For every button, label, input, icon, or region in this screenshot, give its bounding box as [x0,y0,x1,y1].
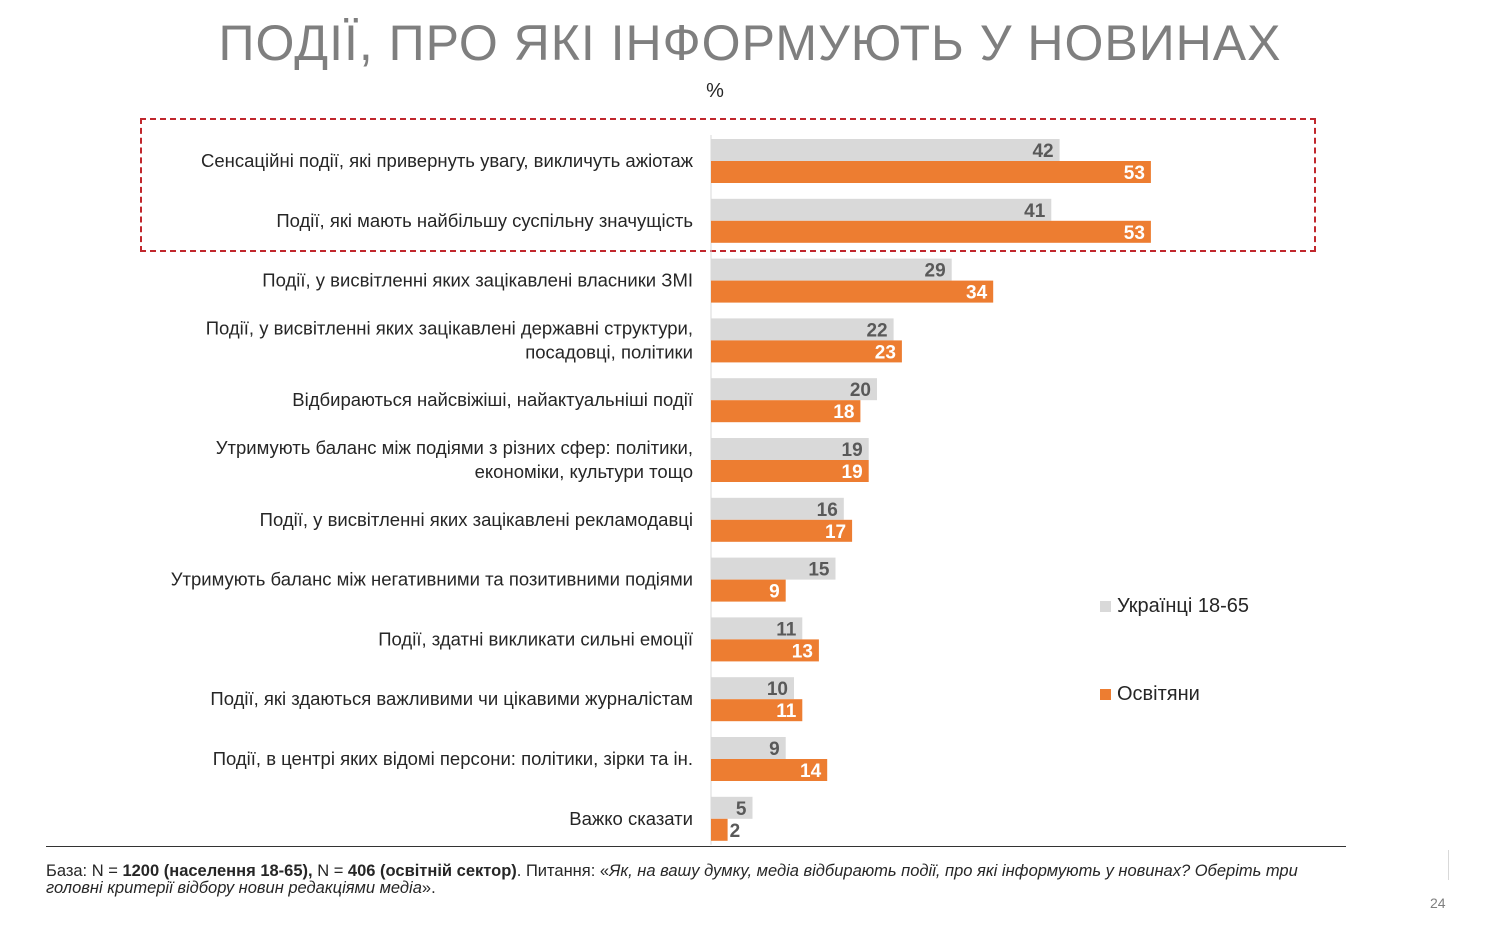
bar-series2 [711,759,828,781]
bar-series1 [711,258,952,281]
bar-series2 [711,340,902,363]
bar-series2 [711,400,861,423]
footnote-question-suffix: ». [421,879,436,897]
legend-swatch-series1 [1100,600,1111,612]
category-label-line: Відбираються найсвіжіші, найактуальніші … [292,389,693,410]
category-label-line: Події, у висвітленні яких зацікавлені де… [206,317,693,338]
category-label: Події, у висвітленні яких зацікавлені вл… [262,270,693,291]
category-label-line: Утримують баланс між негативними та пози… [171,569,693,590]
category-label: Події, у висвітленні яких зацікавлені ре… [260,509,693,530]
bar-series2 [711,460,869,482]
bar-series1 [711,497,844,520]
bar-series2 [711,280,994,303]
bar-series1 [711,438,869,460]
bar-series2 [711,818,728,841]
data-label: 42 [1032,141,1053,162]
bar-series1 [711,737,786,759]
category-label: Сенсаційні події, які привернуть увагу, … [201,150,694,171]
data-label: 16 [817,500,838,521]
category-label-line: Утримують баланс між подіями з різних сф… [216,437,693,458]
footnote-question-prefix: . Питання: « [516,862,610,880]
data-label: 9 [769,582,780,603]
category-label-line: Події, у висвітленні яких зацікавлені ре… [260,509,693,530]
page-number: 24 [1430,895,1446,911]
category-label: Важко сказати [569,808,693,829]
bar-series1 [711,557,836,580]
data-label: 11 [776,619,797,640]
bar-series1 [711,677,794,700]
category-label: Події, які мають найбільшу суспільну зна… [276,210,693,231]
category-label: Події, у висвітленні яких зацікавлені де… [206,317,693,362]
category-label: Утримують баланс між негативними та пози… [171,569,693,590]
bar-series1 [711,198,1052,221]
category-label-line: Події, які здаються важливими чи цікавим… [210,688,693,709]
unit-label: % [706,80,724,102]
legend-item-series1: Українці 18-65 [1100,592,1249,620]
legend-swatch-series2 [1100,688,1111,700]
bar-series1 [711,318,894,341]
legend-label-series1: Українці 18-65 [1117,594,1250,617]
bar-series2 [711,519,853,542]
bar-series2 [711,579,786,602]
data-label: 41 [1024,201,1046,222]
bar-series2 [711,220,1151,243]
data-label: 17 [825,522,846,543]
highlight-box [140,118,1316,252]
data-label: 10 [767,679,788,700]
data-label: 13 [792,641,813,662]
category-label-line: посадовці, політики [525,341,693,362]
data-label: 19 [842,440,863,461]
category-label-line: Події, у висвітленні яких зацікавлені вл… [262,270,693,291]
footnote-base-n2: 406 (освітній сектор) [347,862,517,880]
category-label-line: Сенсаційні події, які привернуть увагу, … [201,150,694,171]
data-label: 5 [736,799,747,820]
category-label: Події, в центрі яких відомі персони: пол… [213,748,693,769]
category-label-line: Події, в центрі яких відомі персони: пол… [213,748,693,769]
data-label: 9 [769,739,780,760]
category-label: Події, які здаються важливими чи цікавим… [210,688,693,709]
footnote-base-prefix: База: N = [46,862,123,880]
legend-item-series2: Освітяни [1100,680,1249,708]
data-label: 19 [842,462,863,483]
bar-series1 [711,617,803,640]
data-label: 20 [850,380,871,401]
page-title: ПОДІЇ, ПРО ЯКІ ІНФОРМУЮТЬ У НОВИНАХ [218,15,1282,71]
bar-series2 [711,699,803,722]
category-label: Утримують баланс між подіями з різних сф… [216,437,693,482]
category-label-line: Події, які мають найбільшу суспільну зна… [276,210,693,231]
footnote-base-n1: 1200 (населення 18-65), [122,862,313,880]
bar-series2 [711,639,819,662]
category-label: Відбираються найсвіжіші, найактуальніші … [292,389,693,410]
footnote-base-mid: N = [312,862,348,880]
bar-series1 [711,796,753,819]
category-label-line: Події, здатні викликати сильні емоції [378,628,693,649]
data-label: 11 [776,701,797,722]
bar-series1 [711,378,877,401]
data-label: 34 [966,283,988,304]
data-label: 53 [1124,223,1145,244]
data-label: 18 [833,402,854,423]
category-label: Події, здатні викликати сильні емоції [378,628,693,649]
data-label: 53 [1124,163,1145,184]
data-label: 14 [800,761,822,782]
footnote-question-text: Як, на вашу думку, медіа відбирають поді… [46,862,1298,897]
bar-series2 [711,161,1151,183]
bar-series1 [711,139,1060,161]
legend: Українці 18-65 Освітяни [1100,592,1249,708]
data-label: 29 [925,261,946,282]
data-label: 22 [866,320,887,341]
data-label: 23 [875,342,896,363]
data-label: 2 [730,821,741,842]
divider [1448,850,1449,880]
category-label-line: Важко сказати [569,808,693,829]
category-label-line: економіки, культури тощо [475,461,693,482]
footnote: База: N = 1200 (населення 18-65), N = 40… [46,846,1346,897]
legend-label-series2: Освітяни [1117,682,1200,705]
data-label: 15 [808,560,830,581]
